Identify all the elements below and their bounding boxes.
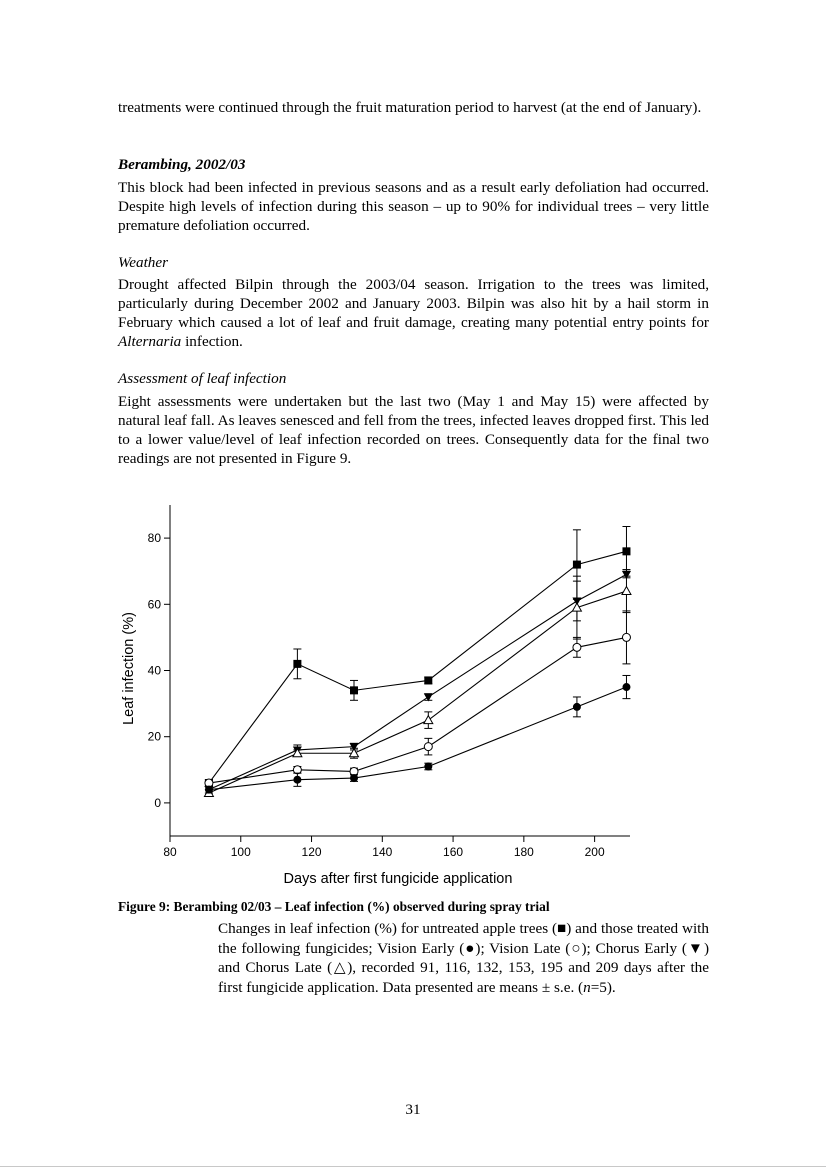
x-tick-label: 200	[585, 845, 605, 859]
data-point-filled-circle	[424, 762, 433, 771]
intro-paragraph: treatments were continued through the fr…	[118, 98, 709, 117]
data-point-triangle-up	[292, 747, 303, 758]
weather-text-main: Drought affected Bilpin through the 2003…	[118, 276, 709, 331]
weather-heading: Weather	[118, 254, 169, 271]
y-tick-label: 20	[148, 730, 162, 744]
data-point-filled-circle	[622, 683, 631, 692]
series-line	[208, 590, 627, 794]
x-tick-label: 140	[372, 845, 392, 859]
data-point-open-circle	[572, 642, 582, 652]
data-point-open-circle	[621, 632, 631, 642]
data-point-square	[572, 560, 581, 569]
weather-text: Drought affected Bilpin through the 2003…	[118, 275, 709, 351]
data-point-triangle-up	[348, 747, 360, 758]
data-point-filled-circle	[293, 775, 302, 784]
data-point-triangle-down	[349, 743, 359, 752]
series-line	[208, 550, 627, 784]
caption-text-main: Changes in leaf infection (%) for untrea…	[218, 920, 709, 996]
berambing-paragraph: This block had been infected in previous…	[118, 178, 709, 235]
data-point-open-circle	[292, 765, 302, 775]
caption-text-italic: n	[583, 978, 591, 996]
y-axis-label: Leaf infection (%)	[121, 612, 137, 725]
data-point-triangle-up	[621, 585, 632, 596]
section-heading-berambing: Berambing, 2002/03	[118, 156, 246, 173]
page-number: 31	[405, 1101, 421, 1118]
assessment-heading: Assessment of leaf infection	[118, 370, 287, 387]
weather-text-italic: Alternaria	[118, 333, 182, 350]
page-bottom-rule	[0, 1166, 826, 1167]
leaf-infection-chart: 0 20 40 60 80 80 100 120 140 160 180 200 Days after …	[121, 505, 632, 887]
figure-caption-title: Figure 9: Berambing 02/03 – Leaf infecti…	[118, 899, 550, 914]
y-tick-label: 0	[154, 796, 161, 810]
x-tick-label: 80	[163, 845, 177, 859]
data-point-filled-circle	[350, 774, 358, 783]
y-tick-label: 80	[148, 531, 162, 545]
x-tick-label: 120	[302, 845, 322, 859]
berambing-text: This block had been infected in previous…	[118, 179, 709, 234]
y-tick-label: 40	[148, 664, 162, 678]
caption-text-end: =5).	[590, 978, 616, 996]
assessment-text: Eight assessments were undertaken but th…	[118, 393, 709, 467]
series-line	[208, 636, 627, 784]
data-point-triangle-up	[422, 714, 434, 725]
weather-paragraph: Drought affected Bilpin through the 2003…	[118, 275, 709, 351]
data-point-triangle-up	[571, 602, 583, 612]
x-axis-label: Days after first fungicide application	[284, 871, 513, 887]
data-point-square	[622, 547, 631, 556]
data-point-filled-circle	[572, 702, 581, 711]
figure-caption-body: Changes in leaf infection (%) for untrea…	[218, 919, 709, 997]
assessment-paragraph: Eight assessments were undertaken but th…	[118, 392, 709, 468]
weather-text-end: infection.	[181, 333, 243, 350]
series-line	[208, 686, 627, 791]
data-point-square	[350, 686, 358, 695]
x-tick-label: 100	[231, 845, 251, 859]
x-tick-label: 180	[514, 845, 534, 859]
data-point-triangle-down	[423, 693, 433, 702]
data-point-filled-circle	[204, 785, 213, 794]
series-line	[208, 574, 627, 791]
data-point-open-circle	[423, 742, 433, 752]
data-point-square	[293, 659, 302, 668]
data-point-square	[424, 676, 433, 685]
intro-text: treatments were continued through the fr…	[118, 99, 702, 116]
x-tick-label: 160	[443, 845, 463, 859]
y-tick-label: 60	[148, 597, 162, 611]
